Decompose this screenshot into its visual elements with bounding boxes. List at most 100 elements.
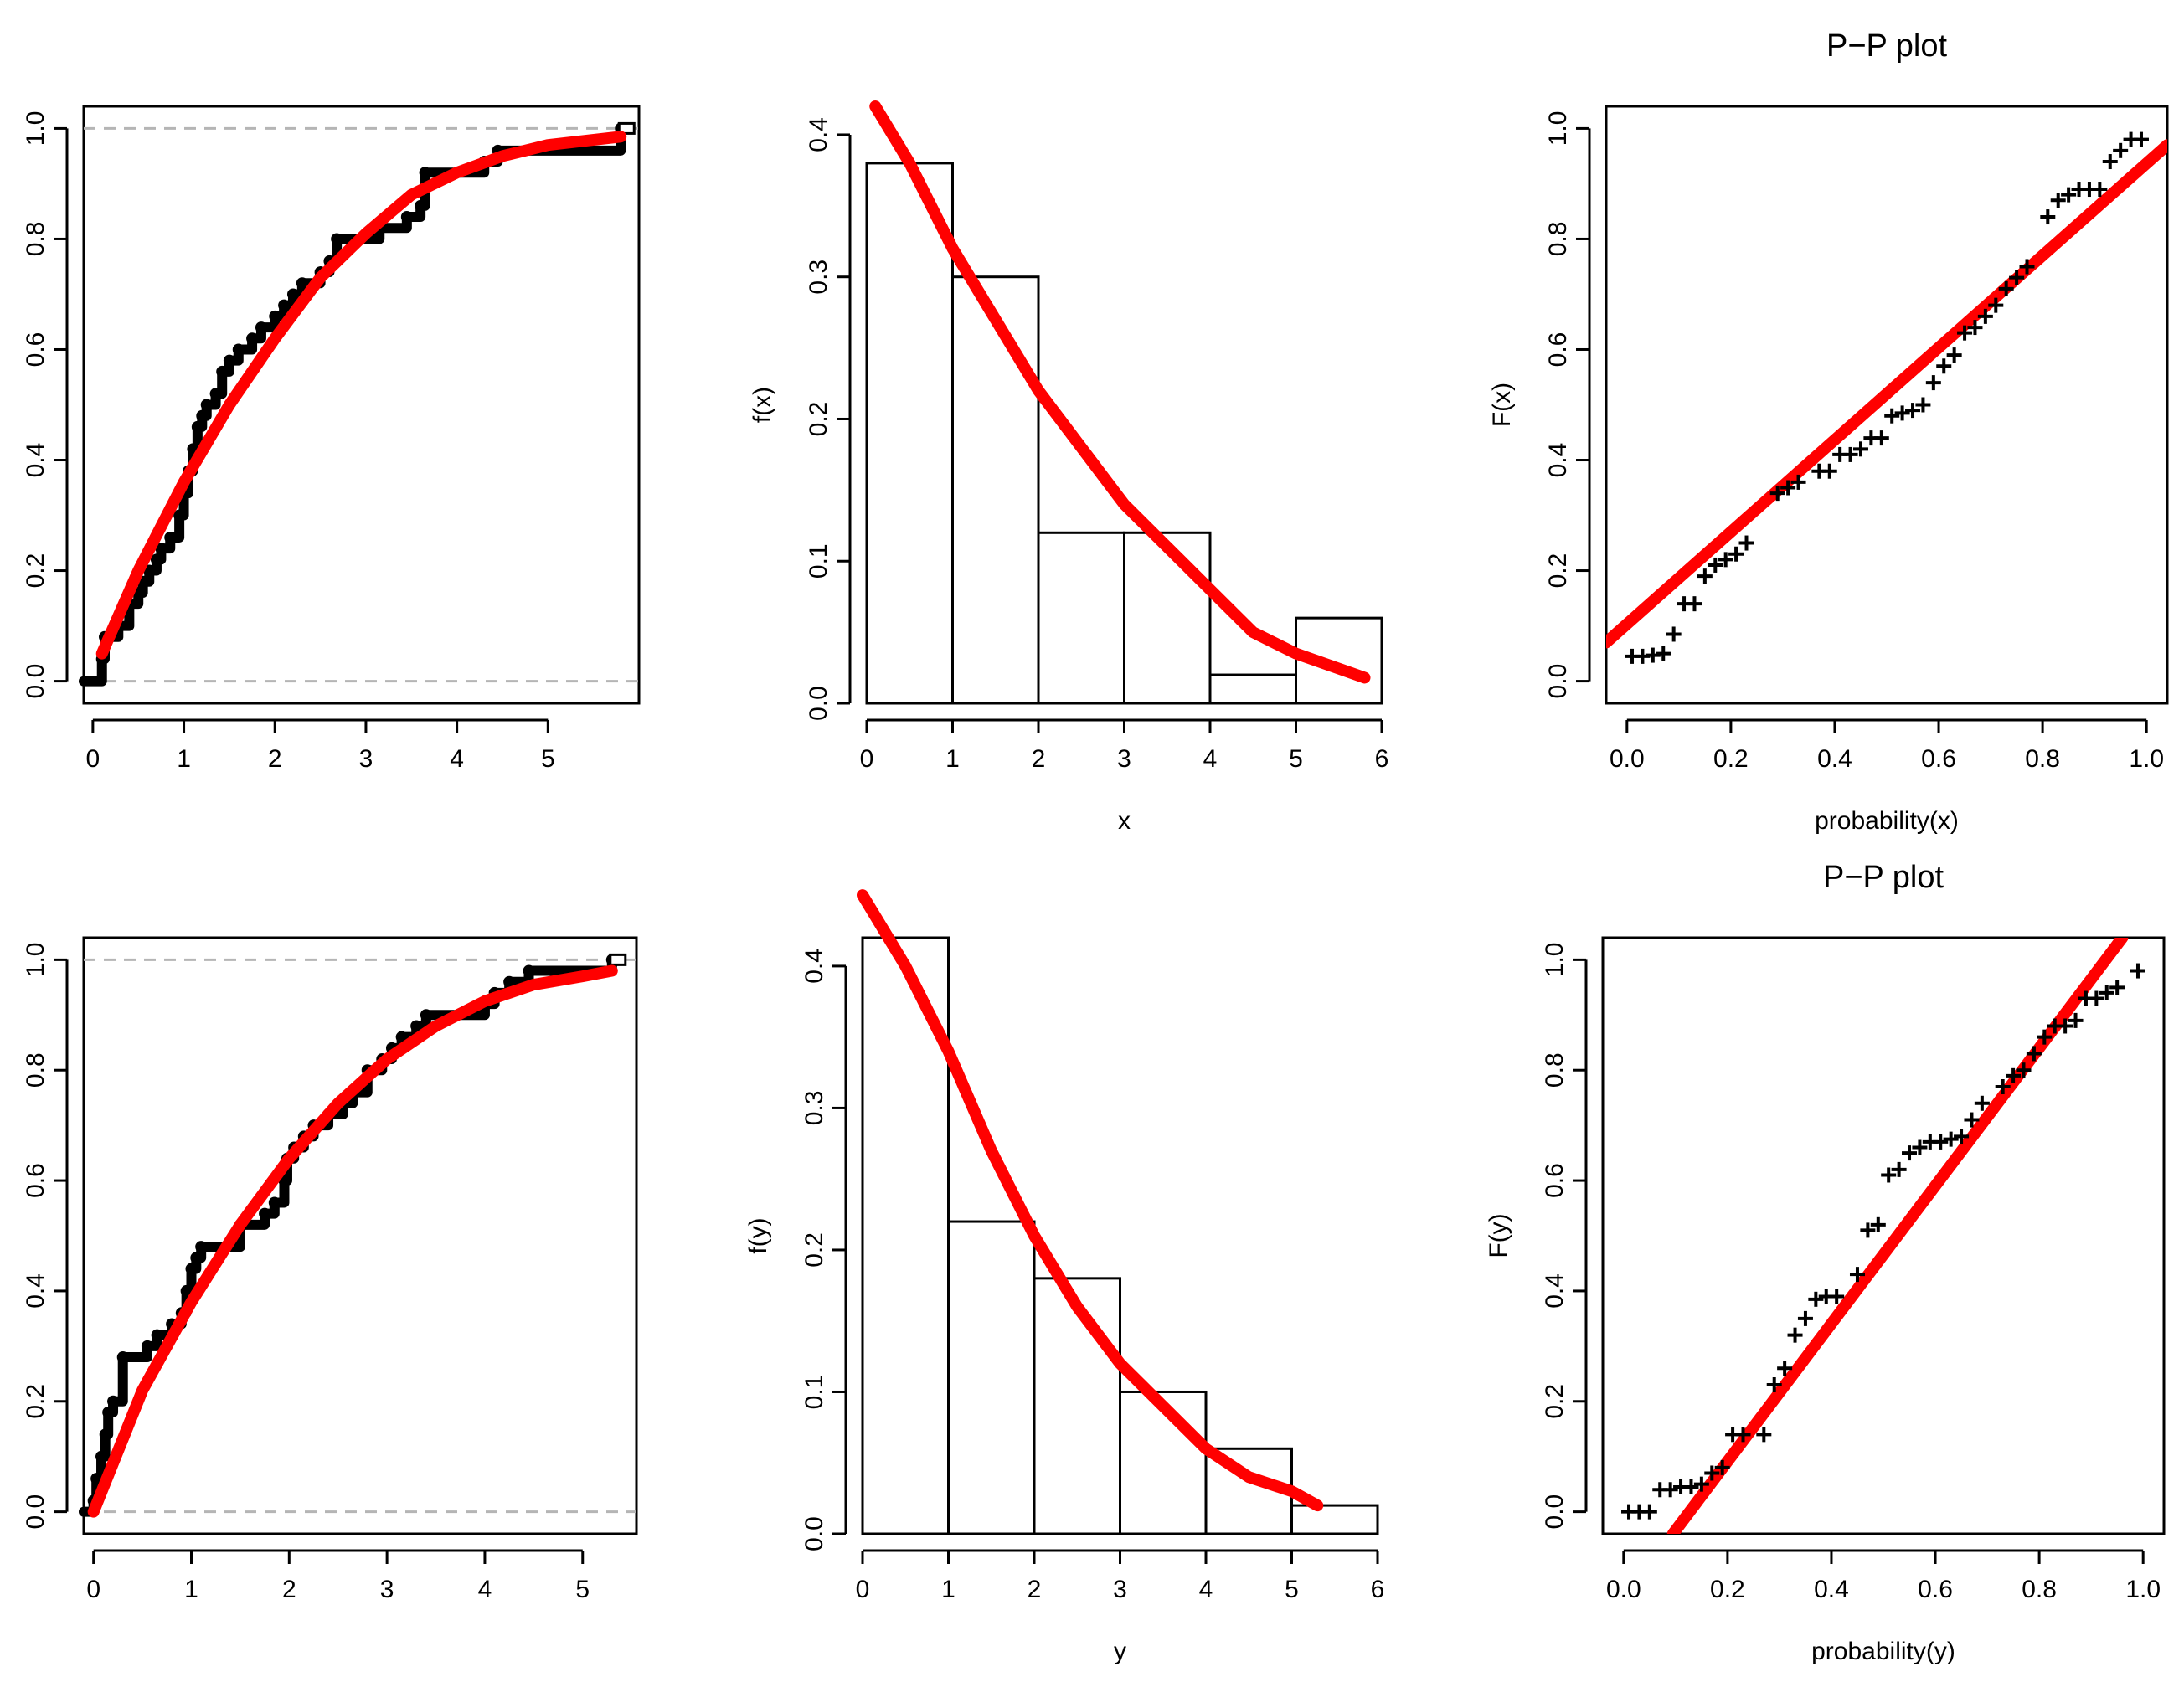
pp-point <box>2058 1018 2073 1034</box>
pp-point <box>1735 1427 1751 1443</box>
y-axis-label: f(y) <box>744 1217 772 1253</box>
ecdf-point <box>141 1340 153 1352</box>
x-tick-label: 0.8 <box>2022 1576 2057 1603</box>
ecdf-point <box>216 365 229 378</box>
pp-point <box>1766 1377 1782 1392</box>
ecdf-point <box>286 288 299 301</box>
ecdf-point <box>155 543 167 555</box>
y-tick-label: 0.8 <box>22 1052 49 1088</box>
y-tick-label: 0.0 <box>1541 1494 1568 1530</box>
x-tick-label: 5 <box>541 745 555 773</box>
panel-hist-x: 0 1 2 3 4 5 6 0.0 0.1 0.2 0.3 0.4 x f(x) <box>749 100 1388 835</box>
pp-point <box>1915 397 1931 413</box>
x-tick-label: 3 <box>1113 1576 1127 1603</box>
y-tick-label: 0.2 <box>805 402 832 437</box>
x-tick-label: 0.2 <box>1713 745 1749 773</box>
histogram-bar <box>1208 673 1297 705</box>
x-tick-label: 0.6 <box>1918 1576 1953 1603</box>
y-tick-label: 0.1 <box>801 1375 828 1410</box>
ecdf-point <box>400 211 413 224</box>
pp-point <box>1964 1112 1980 1128</box>
pp-point <box>1790 474 1806 490</box>
pp-point <box>1780 480 1796 496</box>
y-tick-label: 0.6 <box>22 1163 49 1198</box>
y-tick-label: 0.4 <box>1541 1273 1568 1309</box>
ecdf-point <box>185 1263 198 1275</box>
pp-point <box>2113 142 2129 158</box>
y-tick-label: 0.3 <box>805 260 832 295</box>
pp-point <box>1995 1079 2011 1094</box>
y-tick-label: 0.0 <box>22 1494 49 1530</box>
pp-point <box>2026 1046 2042 1062</box>
y-tick-label: 0.4 <box>22 1273 49 1309</box>
x-axis-label: probability(y) <box>1811 1638 1955 1665</box>
ecdf-point <box>415 199 427 212</box>
x-tick-label: 0 <box>856 1576 870 1603</box>
pp-point <box>1902 1145 1918 1161</box>
x-axis-label: x <box>1118 807 1131 835</box>
y-tick-label: 0.1 <box>805 543 832 579</box>
pp-point <box>1946 347 1962 363</box>
pp-point <box>1957 325 1973 341</box>
y-tick-label: 0.8 <box>22 222 49 257</box>
pp-point <box>1704 1465 1720 1481</box>
histogram-bar <box>1290 1504 1379 1535</box>
pp-point <box>1797 1310 1813 1326</box>
ecdf-point <box>223 354 235 367</box>
y-tick-label: 1.0 <box>22 943 49 978</box>
y-tick-label: 0.2 <box>801 1232 828 1268</box>
pp-point <box>1756 1427 1772 1443</box>
ecdf-point <box>190 1252 203 1264</box>
pp-point <box>1974 1095 1990 1111</box>
y-tick-label: 0.4 <box>1544 443 1572 478</box>
pp-point <box>1852 441 1868 457</box>
panel-ecdf-x: 0 1 2 3 4 5 0.0 0.2 0.4 0.6 0.8 1.0 <box>22 105 641 773</box>
pp-point <box>1860 1222 1876 1238</box>
y-tick-label: 0.6 <box>1541 1163 1568 1198</box>
x-tick-label: 0.4 <box>1817 745 1852 773</box>
pp-point <box>1718 552 1733 568</box>
ecdf-point <box>195 1241 208 1253</box>
pp-point <box>1891 1161 1907 1177</box>
ecdf-point <box>191 420 203 433</box>
y-tick-label: 0.0 <box>1544 664 1572 699</box>
x-tick-label: 0 <box>860 745 874 773</box>
ecdf-point <box>99 1428 111 1441</box>
ecdf-point <box>395 1031 408 1043</box>
ecdf-point <box>102 1406 115 1418</box>
pp-point <box>1666 626 1682 642</box>
x-tick-label: 3 <box>359 745 373 773</box>
x-tick-label: 0.2 <box>1710 1576 1745 1603</box>
pp-point <box>1884 408 1900 424</box>
x-tick-label: 2 <box>1028 1576 1042 1603</box>
pp-point <box>1881 1167 1897 1183</box>
y-tick-label: 0.6 <box>22 332 49 368</box>
ecdf-step-line <box>79 123 626 687</box>
ecdf-point <box>164 531 177 543</box>
y-axis-label: F(x) <box>1488 383 1516 427</box>
ecdf-point <box>116 1351 129 1364</box>
ecdf-point <box>410 1020 423 1032</box>
pp-point <box>2016 1062 2032 1078</box>
x-tick-label: 2 <box>282 1576 296 1603</box>
pp-point <box>2099 985 2114 1000</box>
x-tick-label: 0.4 <box>1814 1576 1849 1603</box>
pp-point <box>2009 270 2025 285</box>
pp-point <box>2061 187 2077 203</box>
ecdf-point <box>246 332 259 345</box>
pp-point <box>2037 1029 2053 1045</box>
fitted-density-curve <box>869 100 1371 684</box>
x-tick-label: 1.0 <box>2129 745 2164 773</box>
x-tick-label: 1 <box>184 1576 198 1603</box>
pp-point <box>1998 280 2014 296</box>
x-tick-label: 3 <box>1117 745 1131 773</box>
x-tick-label: 4 <box>1199 1576 1213 1603</box>
ecdf-point <box>503 975 516 988</box>
pp-point <box>1842 446 1858 462</box>
pp-point <box>1687 596 1702 612</box>
fitted-density-curve <box>857 889 1324 1512</box>
histogram-bar <box>865 162 954 705</box>
pp-point <box>1933 1134 1949 1150</box>
ecdf-point <box>268 1196 281 1209</box>
